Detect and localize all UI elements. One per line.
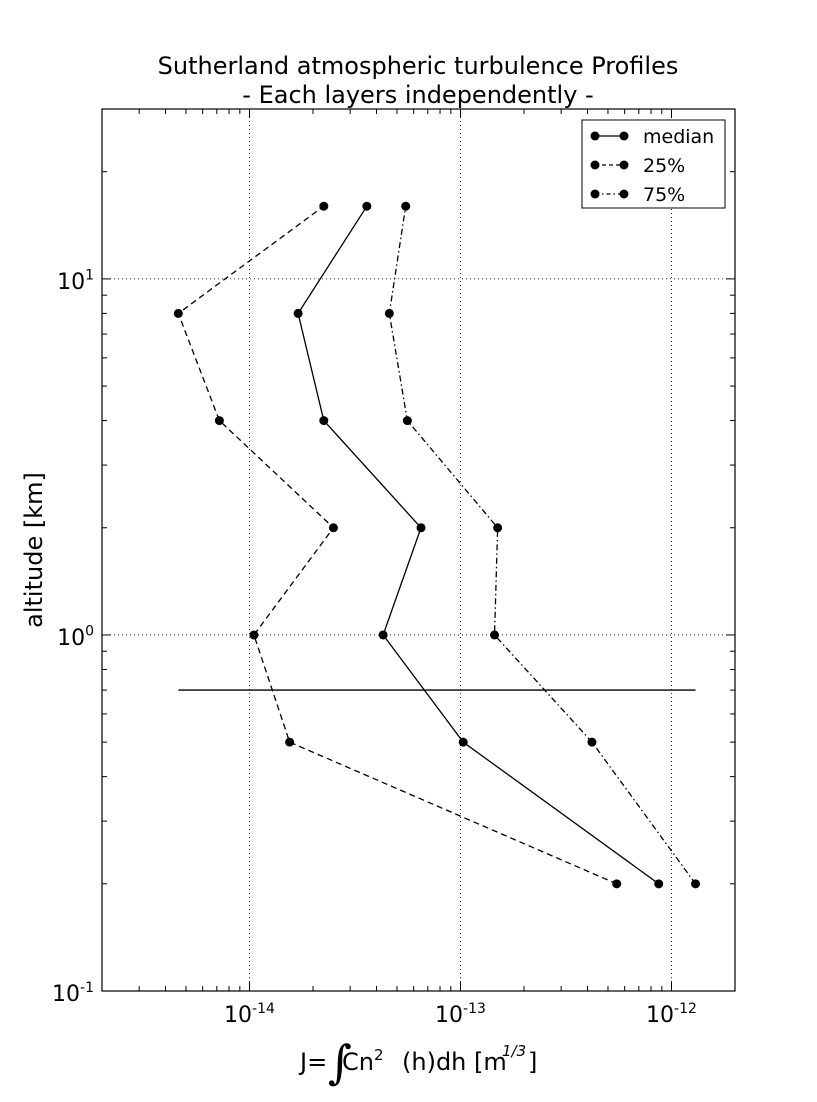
x-label-body: Cn2 <box>342 1046 384 1076</box>
grid <box>102 109 735 992</box>
chart-title: Sutherland atmospheric turbulence Profil… <box>158 52 679 109</box>
legend-marker <box>590 189 600 199</box>
y-axis-label: altitude [km] <box>20 472 48 628</box>
data-point <box>384 308 394 318</box>
data-point <box>319 201 329 211</box>
data-point <box>249 630 259 640</box>
x-label-prefix: J= <box>298 1048 327 1076</box>
data-point <box>458 737 468 747</box>
x-label-suffix: (h)dh [m <box>402 1048 507 1076</box>
x-axis-label: J= ∫Cn2 (h)dh [m1/3] <box>298 1035 537 1089</box>
series-line-75% <box>388 206 697 885</box>
data-point <box>293 308 303 318</box>
data-point <box>416 523 426 533</box>
data-point <box>319 416 329 426</box>
legend-marker <box>590 131 600 141</box>
data-point <box>587 737 597 747</box>
series-line-median <box>297 205 660 885</box>
data-point <box>328 523 338 533</box>
data-point <box>654 879 664 889</box>
data-point <box>402 416 412 426</box>
series-line-25% <box>177 205 617 885</box>
legend-box <box>581 119 726 209</box>
data-point <box>691 879 701 889</box>
plot-area <box>173 201 701 889</box>
legend-marker <box>619 189 629 199</box>
legend-label: median <box>643 126 714 148</box>
plot-frame <box>101 108 736 992</box>
y-tick-label: 10-1 <box>52 980 94 1007</box>
data-point <box>401 201 411 211</box>
data-point <box>378 630 388 640</box>
legend-marker <box>619 160 629 170</box>
x-tick-labels: 10-14 10-13 10-12 <box>224 1001 697 1028</box>
legend-label: 25% <box>643 155 685 177</box>
x-tick-label: 10-13 <box>435 1001 486 1028</box>
title-line-2: - Each layers independently - <box>242 81 593 109</box>
data-point <box>612 879 622 889</box>
legend-marker <box>619 131 629 141</box>
legend-label: 75% <box>643 184 685 206</box>
axis-ticks <box>101 108 736 992</box>
legend: median 25% 75% <box>581 119 726 209</box>
data-point <box>214 416 224 426</box>
y-tick-label: 100 <box>57 624 94 651</box>
data-point <box>362 201 372 211</box>
data-point <box>490 630 500 640</box>
x-label-close: ] <box>528 1048 537 1076</box>
x-tick-label: 10-14 <box>224 1001 275 1028</box>
title-line-1: Sutherland atmospheric turbulence Profil… <box>158 52 679 80</box>
x-label-unit-exp: 1/3 <box>502 1042 526 1060</box>
x-tick-label: 10-12 <box>646 1001 697 1028</box>
legend-marker <box>590 160 600 170</box>
y-tick-label: 101 <box>57 268 94 295</box>
y-tick-labels: 10-1 100 101 <box>52 268 94 1007</box>
data-point <box>493 523 503 533</box>
integral-sign: ∫ <box>328 1035 352 1089</box>
data-point <box>173 308 183 318</box>
data-point <box>285 737 295 747</box>
